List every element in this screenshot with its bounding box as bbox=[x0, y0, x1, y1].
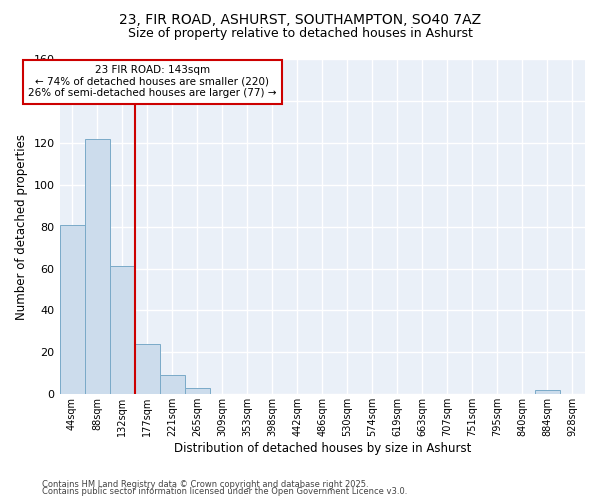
Text: Contains HM Land Registry data © Crown copyright and database right 2025.: Contains HM Land Registry data © Crown c… bbox=[42, 480, 368, 489]
Text: 23 FIR ROAD: 143sqm
← 74% of detached houses are smaller (220)
26% of semi-detac: 23 FIR ROAD: 143sqm ← 74% of detached ho… bbox=[28, 66, 277, 98]
Bar bbox=[185, 388, 209, 394]
X-axis label: Distribution of detached houses by size in Ashurst: Distribution of detached houses by size … bbox=[173, 442, 471, 455]
Y-axis label: Number of detached properties: Number of detached properties bbox=[15, 134, 28, 320]
Bar bbox=[535, 390, 560, 394]
Bar bbox=[110, 266, 134, 394]
Bar bbox=[59, 224, 85, 394]
Text: 23, FIR ROAD, ASHURST, SOUTHAMPTON, SO40 7AZ: 23, FIR ROAD, ASHURST, SOUTHAMPTON, SO40… bbox=[119, 12, 481, 26]
Text: Size of property relative to detached houses in Ashurst: Size of property relative to detached ho… bbox=[128, 28, 472, 40]
Bar bbox=[134, 344, 160, 395]
Bar bbox=[160, 376, 185, 394]
Text: Contains public sector information licensed under the Open Government Licence v3: Contains public sector information licen… bbox=[42, 488, 407, 496]
Bar bbox=[85, 138, 110, 394]
